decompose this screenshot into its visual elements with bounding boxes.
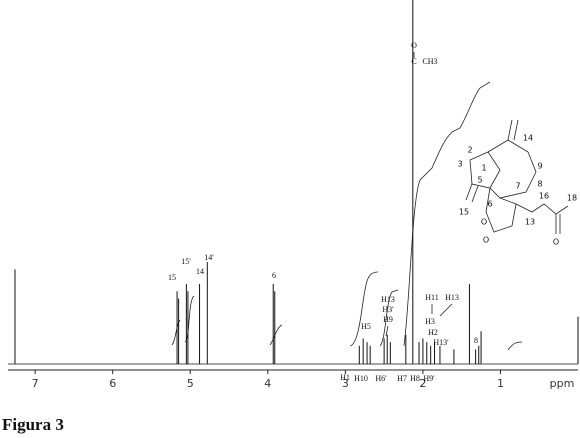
structure-label: 14	[523, 134, 533, 143]
structure-label: 8	[537, 180, 542, 189]
structure-label: 6	[487, 200, 492, 209]
peak-label: H3	[425, 317, 435, 326]
integral	[379, 289, 399, 347]
chain	[515, 203, 569, 234]
peak-label: C	[411, 57, 416, 66]
x-axis-label: ppm	[550, 377, 575, 390]
structure-label: 15	[459, 208, 469, 217]
peak-label: H10	[354, 374, 368, 383]
structure-label: 1	[481, 164, 486, 173]
structure-label: 3	[457, 160, 462, 169]
integral	[507, 341, 523, 351]
peak-label: 14'	[204, 253, 214, 262]
x-tick-label: 1	[497, 377, 504, 390]
peak-label: H3'	[382, 305, 394, 314]
structure-label: 5	[477, 176, 482, 185]
integral	[349, 271, 379, 347]
x-tick-label: 6	[109, 377, 116, 390]
ring	[487, 139, 537, 199]
ring	[485, 187, 517, 233]
peak-label: 8	[474, 336, 478, 345]
x-tick-label: 3	[342, 377, 349, 390]
peak-label: 15'	[181, 257, 191, 266]
peak-label: O	[411, 41, 417, 50]
peak-label: H13'	[433, 338, 449, 347]
peak-label: CH3	[422, 57, 437, 66]
bond	[465, 183, 479, 203]
structure-label: 18	[567, 194, 577, 203]
peak-label: H7	[397, 374, 407, 383]
structure-label: O	[483, 236, 489, 245]
arrows	[385, 52, 453, 337]
peak-label: H1	[340, 373, 350, 382]
peak-label: H9	[383, 315, 393, 324]
arrow	[385, 325, 389, 337]
structure-label: 2	[467, 146, 472, 155]
peak-label: 6	[272, 271, 276, 280]
peak-label: H5	[361, 322, 371, 331]
peak-label: 14	[196, 267, 204, 276]
peak-label: H8	[410, 374, 420, 383]
structure-label: 9	[537, 162, 542, 171]
structure-label: 7	[515, 182, 520, 191]
peak-label: H13	[381, 295, 395, 304]
ring	[469, 151, 501, 189]
x-tick-label: 5	[187, 377, 194, 390]
structure-label: 16	[539, 192, 549, 201]
x-tick-label: 4	[264, 377, 271, 390]
integral	[269, 324, 283, 346]
peak-label: H13	[445, 293, 459, 302]
integral	[403, 81, 491, 347]
x-tick-label: 7	[32, 377, 39, 390]
structure-label: O	[553, 238, 559, 247]
peak-label: 15	[168, 273, 176, 282]
figure-caption: Figura 3	[2, 415, 64, 434]
structure-label: O	[481, 218, 487, 227]
arrow	[439, 303, 453, 317]
peak-label: H2	[428, 328, 438, 337]
peak-label: H11	[425, 293, 438, 302]
peak-label: H6'	[375, 374, 387, 383]
peak-label: H9'	[423, 374, 435, 383]
bond	[507, 119, 519, 141]
x-tick-label: 2	[419, 377, 426, 390]
structure-label: 13	[525, 218, 535, 227]
structure	[465, 119, 569, 234]
